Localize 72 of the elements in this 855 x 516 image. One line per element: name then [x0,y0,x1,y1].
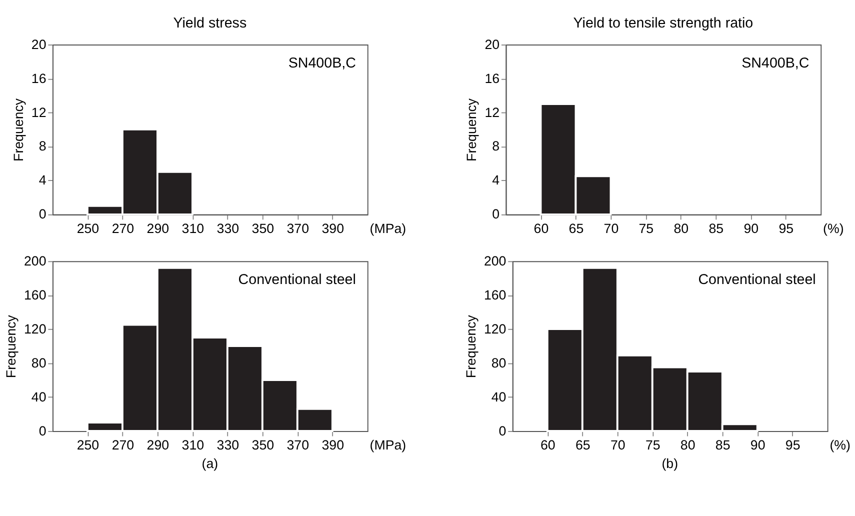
y-tick-label: 40 [491,389,506,404]
x-axis-title: (MPa) [370,438,406,453]
x-tick-label: 370 [286,221,310,236]
y-axis-title: Frequency [10,98,26,162]
x-tick-label: 80 [674,221,689,236]
y-tick-label: 12 [31,104,46,120]
y-tick-label: 200 [24,253,46,268]
y-tick-label: 4 [492,172,500,188]
x-tick-label: 290 [146,438,170,453]
y-tick-label: 8 [492,138,500,154]
x-tick-label: 250 [76,438,100,453]
x-tick-label: 85 [708,221,724,236]
x-tick-label: 270 [112,438,134,453]
x-tick-label: 75 [645,438,660,453]
annotation: SN400B,C [288,55,356,72]
x-tick-label: 65 [568,221,584,236]
y-tick-label: 0 [38,206,46,222]
y-axis-title: Frequency [463,314,478,378]
x-tick-label: 95 [778,221,794,236]
x-axis-title: (%) [830,438,850,453]
y-tick-label: 0 [492,206,500,222]
x-tick-label: 310 [182,438,204,453]
y-axis-title: Frequency [464,98,480,162]
y-tick-label: 200 [484,253,506,268]
x-tick-label: 85 [715,438,730,453]
chart-title: Yield to tensile strength ratio [573,15,754,32]
x-axis-title: (%) [823,221,844,236]
x-tick-label: 310 [182,221,204,236]
y-tick-label: 80 [31,355,46,370]
y-tick-label: 4 [38,172,47,188]
x-axis-title: (MPa) [370,221,406,236]
y-axis-title: Frequency [3,314,18,378]
y-tick-label: 16 [31,70,46,86]
y-tick-label: 40 [31,389,46,404]
annotation: Conventional steel [698,272,816,288]
annotation: Conventional steel [238,272,356,288]
y-tick-label: 8 [38,138,46,154]
y-tick-label: 120 [484,321,506,336]
text: (b) [662,456,678,472]
y-tick-label: 16 [484,70,500,86]
x-tick-label: 390 [322,221,344,236]
annotation: SN400B,C [742,55,810,72]
x-tick-label: 70 [604,221,619,236]
x-tick-label: 250 [76,221,100,236]
y-tick-label: 160 [484,287,506,302]
x-tick-label: 80 [680,438,696,453]
x-tick-label: 290 [146,221,170,236]
x-tick-label: 65 [575,438,590,453]
y-tick-label: 80 [491,355,506,370]
x-tick-label: 370 [286,438,310,453]
chart-title: Yield stress [173,15,247,32]
x-tick-label: 60 [534,221,549,236]
x-tick-label: 350 [252,438,274,453]
x-tick-label: 270 [112,221,134,236]
y-tick-label: 20 [484,36,500,52]
x-tick-label: 90 [750,438,766,453]
x-tick-label: 70 [610,438,626,453]
x-tick-label: 75 [638,221,654,236]
y-tick-label: 20 [31,36,46,52]
y-tick-label: 120 [24,321,46,336]
x-tick-label: 350 [252,221,274,236]
x-tick-label: 90 [744,221,759,236]
y-tick-label: 160 [24,287,46,302]
y-tick-label: 12 [484,104,500,120]
x-tick-label: 330 [216,438,240,453]
y-tick-label: 0 [38,423,46,438]
x-tick-label: 390 [322,438,344,453]
text: (a) [202,456,218,472]
x-tick-label: 330 [216,221,240,236]
x-tick-label: 95 [785,438,800,453]
y-tick-label: 0 [498,423,506,438]
x-tick-label: 60 [540,438,556,453]
